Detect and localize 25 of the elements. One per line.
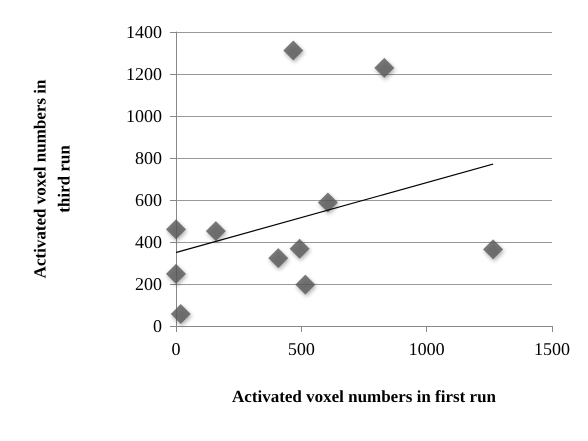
point — [166, 219, 186, 240]
y-tick-label: 0 — [153, 316, 162, 336]
point — [290, 238, 310, 259]
point — [170, 304, 191, 324]
y-tick-label: 200 — [135, 274, 162, 294]
point — [166, 264, 186, 284]
point — [268, 248, 288, 268]
point — [483, 239, 504, 260]
y-tick-label: 1400 — [126, 22, 162, 42]
y-tick-label: 800 — [135, 148, 162, 168]
y-tick-label: 400 — [135, 232, 162, 252]
y-tick-label: 600 — [135, 190, 162, 210]
point — [206, 221, 226, 242]
y-tick-label: 1000 — [126, 106, 162, 126]
y-axis-title: Activated voxel numbers in third run — [30, 79, 74, 278]
point — [283, 40, 304, 60]
x-tick-label: 1500 — [534, 339, 570, 359]
point — [318, 192, 338, 213]
x-axis-title: Activated voxel numbers in first run — [232, 387, 497, 406]
x-tick-label: 0 — [172, 339, 180, 359]
x-tick-label: 500 — [288, 339, 315, 359]
point — [295, 274, 316, 295]
point — [374, 58, 394, 78]
x-tick-label: 1000 — [408, 339, 445, 359]
y-tick-label: 1200 — [126, 64, 162, 84]
